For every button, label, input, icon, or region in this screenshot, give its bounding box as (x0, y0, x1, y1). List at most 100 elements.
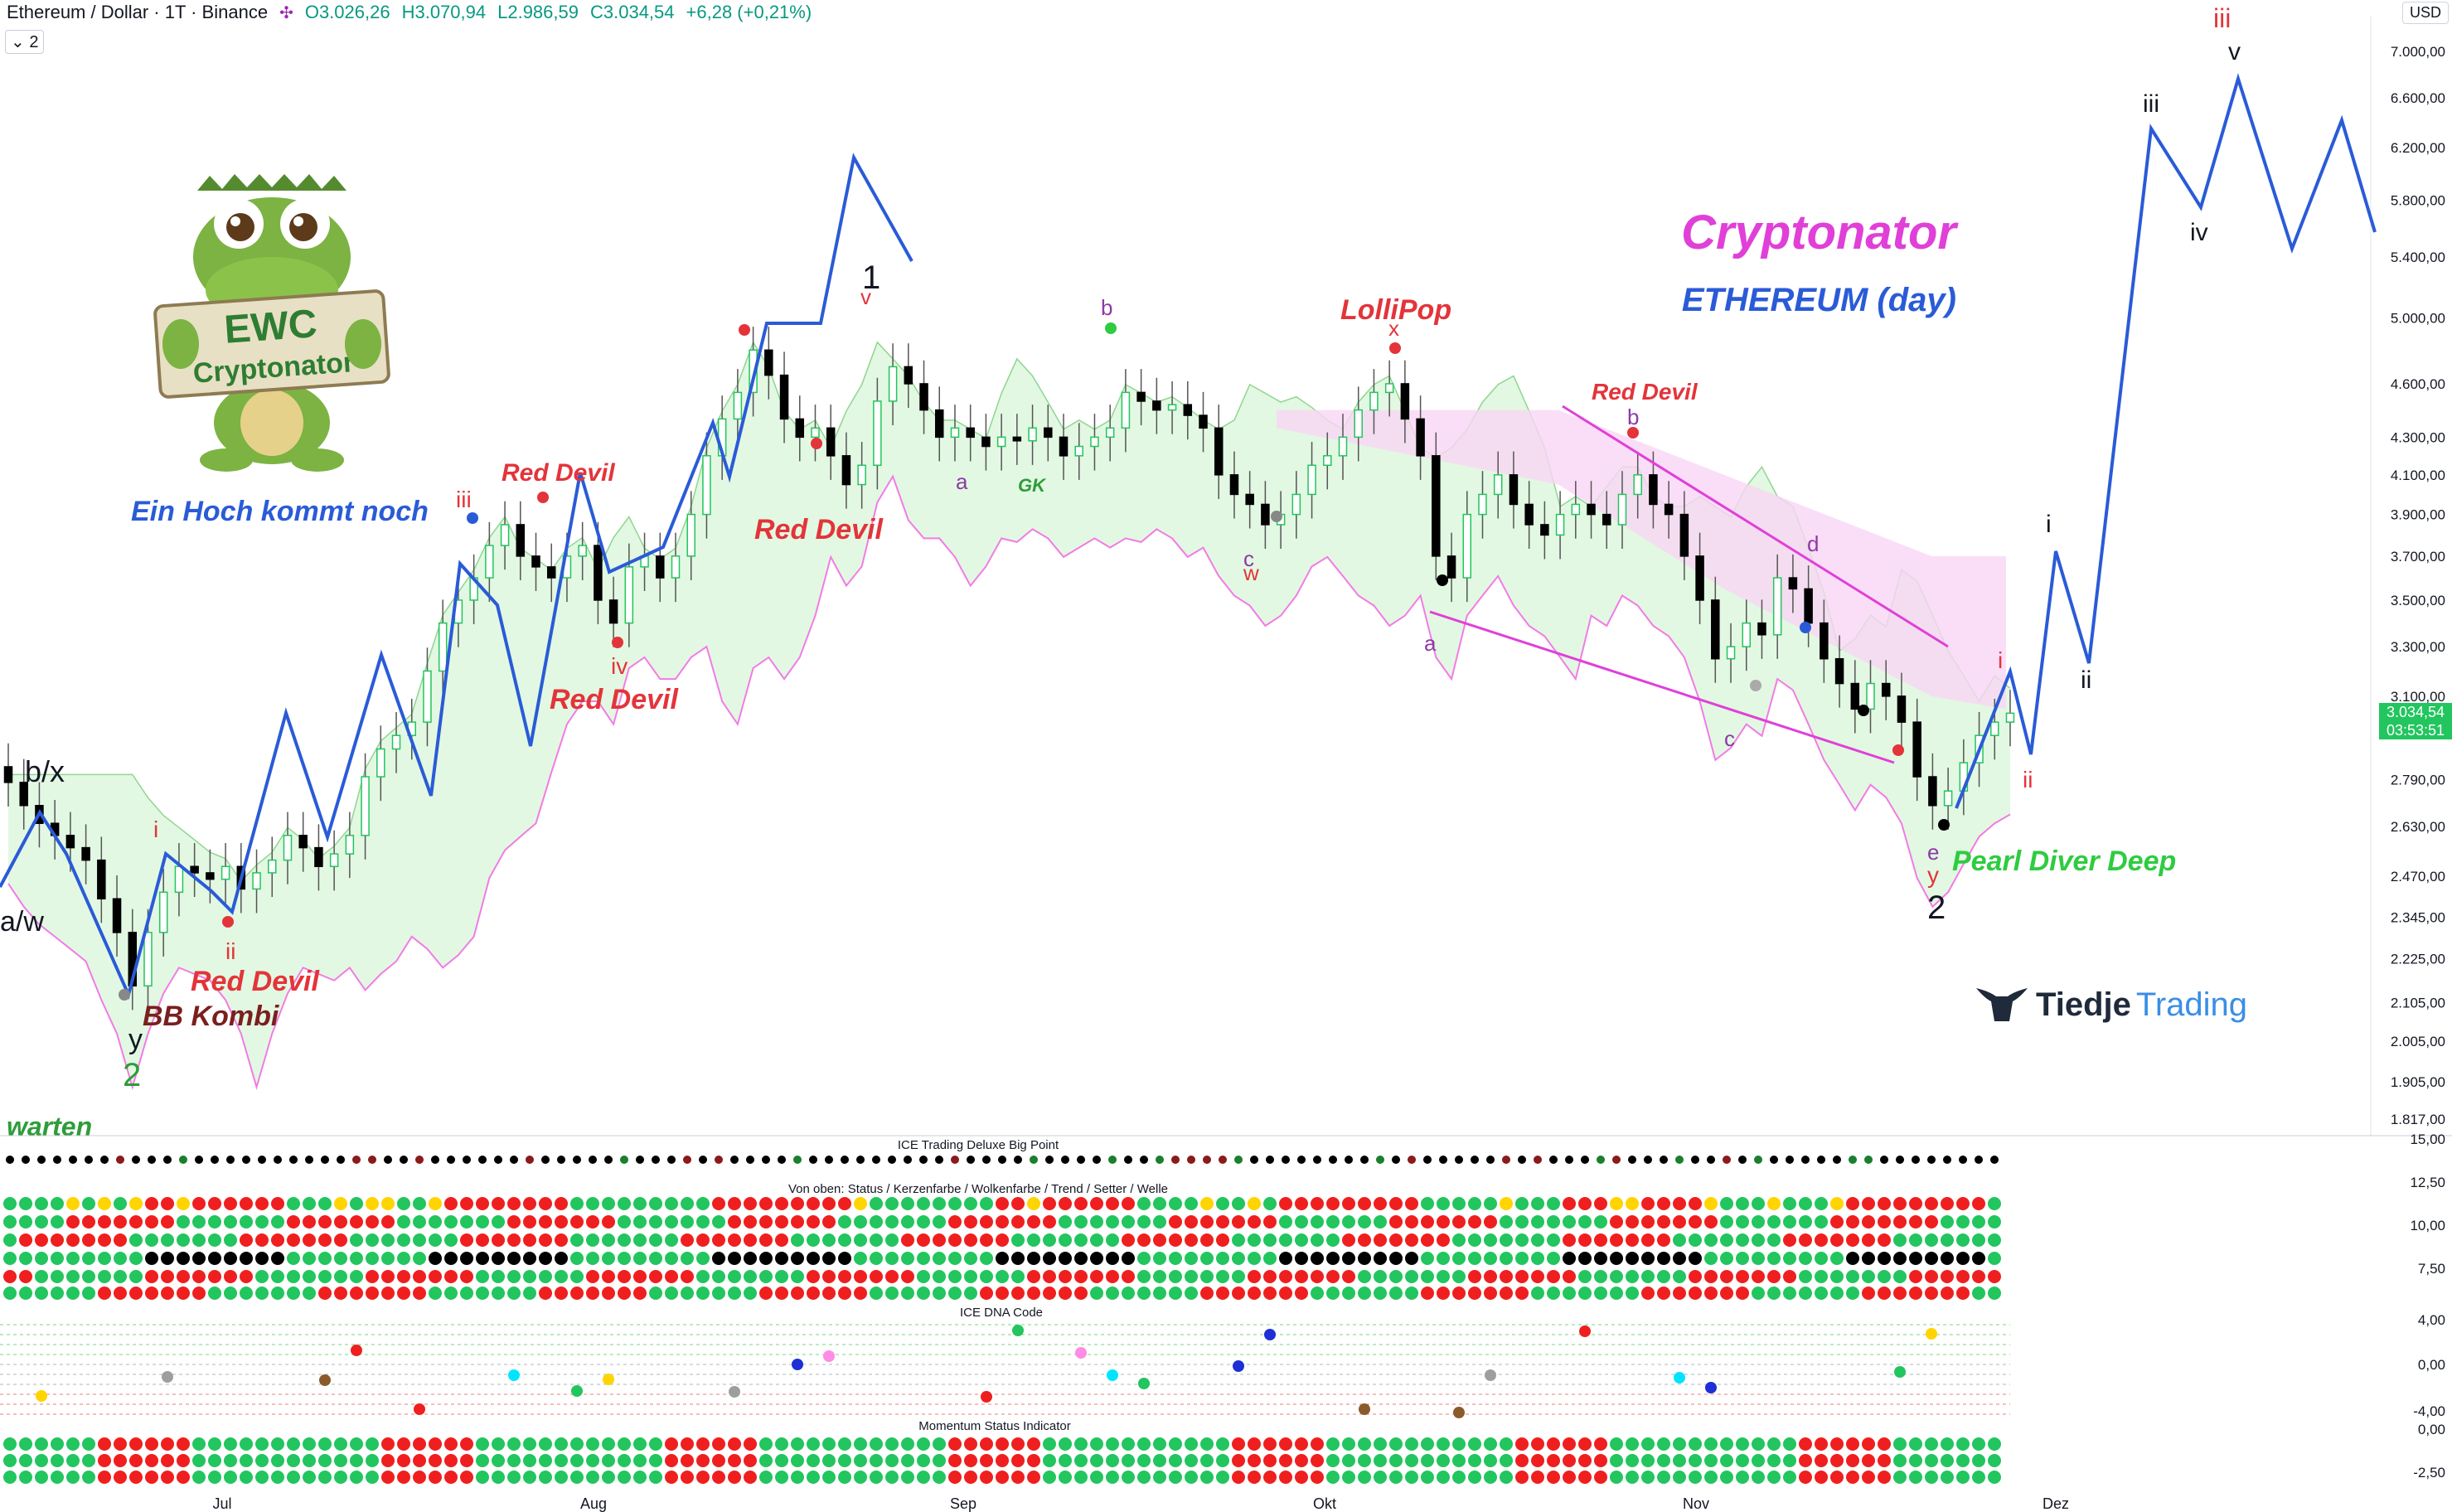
status-dot (1169, 1233, 1182, 1247)
status-dot (255, 1287, 269, 1300)
bigpoint-dot (22, 1156, 30, 1164)
pane-axis-label: 12,50 (2410, 1175, 2445, 1190)
status-dot (1437, 1233, 1450, 1247)
bigpoint-dot (1864, 1156, 1873, 1164)
momentum-dot (759, 1454, 773, 1467)
status-dot (287, 1252, 300, 1265)
momentum-dot (1484, 1454, 1497, 1467)
momentum-dot (1232, 1454, 1245, 1467)
momentum-dot (1074, 1471, 1088, 1484)
wave-label: b/x (25, 754, 65, 788)
status-dot (1893, 1287, 1907, 1300)
wave-label: 2 (123, 1057, 141, 1093)
bigpoint-dot (195, 1156, 203, 1164)
bigpoint-dot (1975, 1156, 1983, 1164)
status-dot (854, 1197, 867, 1210)
momentum-dot (1389, 1437, 1403, 1451)
symbol-title[interactable]: Ethereum / Dollar · 1T · Binance (7, 2, 269, 22)
momentum-dot (586, 1454, 599, 1467)
candle-body (733, 391, 743, 420)
momentum-dot (633, 1454, 647, 1467)
status-dot (1594, 1197, 1607, 1210)
candle-body (1726, 646, 1736, 660)
status-dot (791, 1233, 804, 1247)
status-dot (822, 1252, 836, 1265)
status-dot (728, 1287, 741, 1300)
bigpoint-dot (69, 1156, 77, 1164)
momentum-dot (1248, 1437, 1261, 1451)
dna-dot (823, 1350, 835, 1362)
status-dot (1027, 1270, 1040, 1283)
status-dot (681, 1197, 694, 1210)
status-dot (98, 1270, 111, 1283)
momentum-dot (1972, 1471, 1985, 1484)
candle-body (19, 782, 28, 807)
bigpoint-dot (683, 1156, 691, 1164)
momentum-dot (822, 1454, 836, 1467)
status-dot (507, 1287, 521, 1300)
dna-dot (1012, 1325, 1024, 1336)
momentum-dot (460, 1471, 473, 1484)
currency-button[interactable]: USD (2401, 2, 2449, 24)
candle-body (873, 400, 882, 467)
status-dot (602, 1197, 615, 1210)
status-dot (1862, 1197, 1875, 1210)
momentum-dot (1689, 1471, 1702, 1484)
status-dot (1011, 1287, 1025, 1300)
status-dot (1815, 1233, 1828, 1247)
signal-dot (1271, 511, 1282, 522)
status-dot (1059, 1233, 1072, 1247)
status-dot (255, 1233, 269, 1247)
bigpoint-dot (100, 1156, 109, 1164)
status-dot (413, 1252, 426, 1265)
indicator-toggle[interactable]: ⌄ 2 (5, 30, 45, 54)
status-dot (381, 1270, 395, 1283)
y-tick-label: 1.905,00 (2391, 1074, 2445, 1090)
status-dot (1468, 1287, 1481, 1300)
momentum-dot (334, 1454, 347, 1467)
status-dot (1893, 1270, 1907, 1283)
status-dot (1232, 1233, 1245, 1247)
momentum-dot (917, 1437, 930, 1451)
bigpoint-dot (1061, 1156, 1069, 1164)
momentum-dot (208, 1471, 221, 1484)
status-dot (1043, 1270, 1056, 1283)
momentum-dot (696, 1471, 710, 1484)
candle-body (950, 427, 960, 439)
status-dot (980, 1197, 993, 1210)
momentum-dot (145, 1471, 158, 1484)
momentum-dot (791, 1454, 804, 1467)
status-dot (885, 1233, 899, 1247)
status-dot (287, 1287, 300, 1300)
bigpoint-dot (573, 1156, 581, 1164)
status-dot (366, 1287, 379, 1300)
status-dot (1578, 1233, 1592, 1247)
status-dot (476, 1215, 489, 1228)
status-dot (1720, 1287, 1733, 1300)
status-dot (964, 1233, 977, 1247)
status-dot (1484, 1197, 1497, 1210)
bigpoint-dot (1014, 1156, 1022, 1164)
status-dot (192, 1233, 206, 1247)
candle-body (1044, 427, 1053, 439)
status-dot (381, 1197, 395, 1210)
status-dot (964, 1197, 977, 1210)
status-dot (1090, 1270, 1103, 1283)
status-dot (35, 1233, 48, 1247)
status-dot (19, 1287, 32, 1300)
status-dot (240, 1215, 253, 1228)
momentum-dot (1169, 1471, 1182, 1484)
status-dot (318, 1270, 332, 1283)
momentum-dot (1311, 1454, 1324, 1467)
status-dot (775, 1233, 788, 1247)
status-dot (1437, 1197, 1450, 1210)
status-dot (1342, 1233, 1355, 1247)
candle-body (314, 846, 323, 868)
wave-label: iv (611, 653, 628, 679)
status-dot (1232, 1270, 1245, 1283)
status-dot (1358, 1215, 1371, 1228)
candle-body (904, 366, 913, 385)
indicator-icon[interactable]: ✣ (279, 3, 293, 22)
status-dot (917, 1270, 930, 1283)
